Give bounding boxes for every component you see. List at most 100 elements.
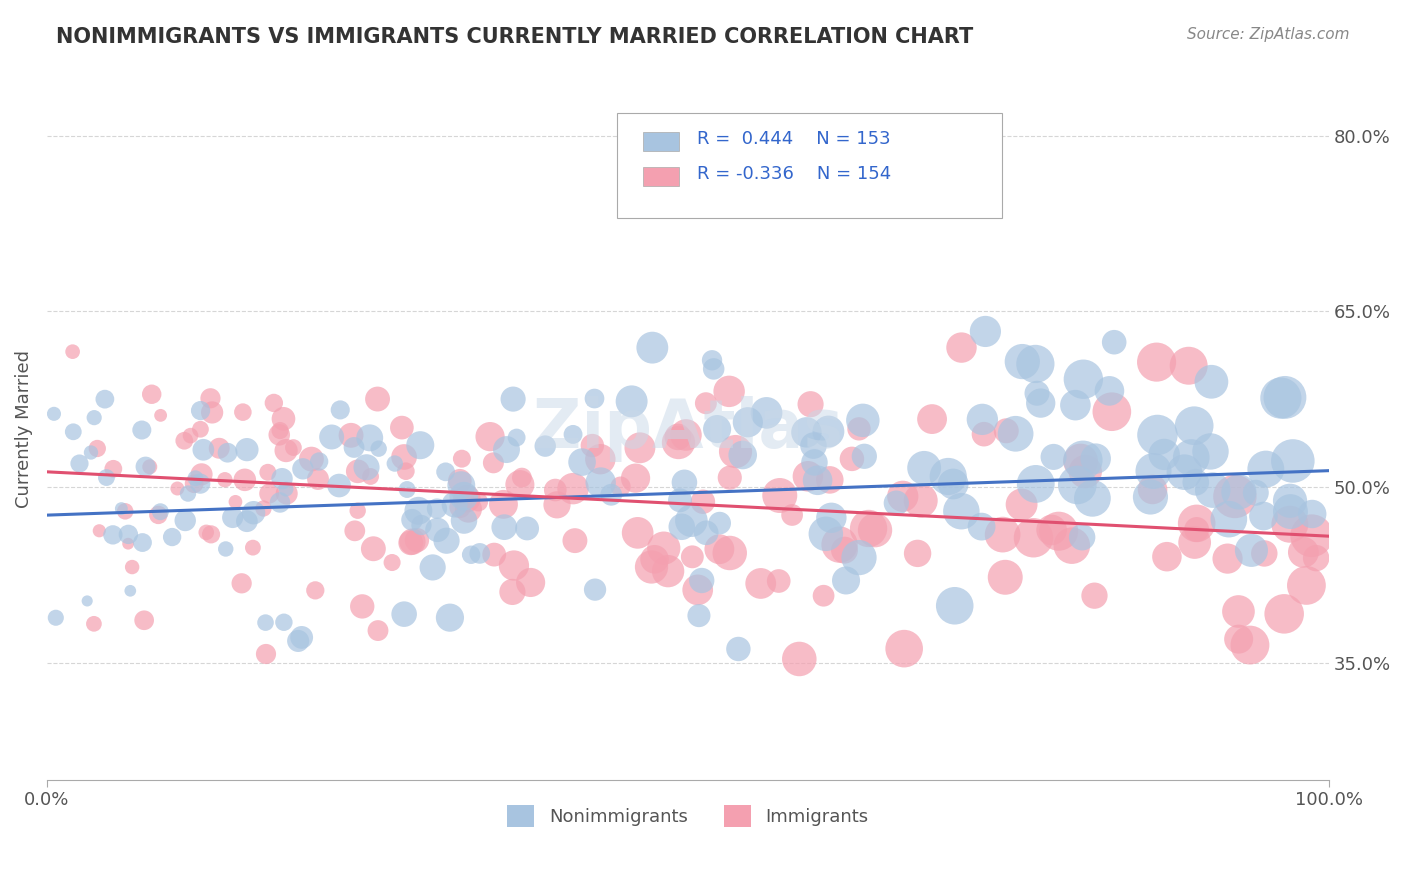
- Point: [121, 560, 143, 574]
- Point: [886, 496, 908, 510]
- Point: [236, 514, 259, 528]
- Point: [501, 585, 523, 599]
- Point: [1042, 450, 1064, 464]
- Point: [434, 465, 457, 479]
- Point: [1253, 546, 1275, 560]
- Point: [813, 589, 835, 603]
- Point: [666, 430, 689, 444]
- Point: [1064, 398, 1087, 412]
- Point: [600, 488, 623, 502]
- Point: [724, 444, 747, 458]
- Point: [1026, 386, 1049, 401]
- Point: [166, 482, 188, 496]
- Point: [942, 477, 965, 491]
- Point: [863, 523, 886, 537]
- Point: [456, 491, 478, 506]
- Point: [974, 325, 997, 339]
- FancyBboxPatch shape: [643, 167, 679, 186]
- Point: [1253, 508, 1275, 523]
- Text: NONIMMIGRANTS VS IMMIGRANTS CURRENTLY MARRIED CORRELATION CHART: NONIMMIGRANTS VS IMMIGRANTS CURRENTLY MA…: [56, 27, 973, 46]
- Point: [1301, 507, 1323, 521]
- Point: [1184, 475, 1206, 490]
- Point: [893, 641, 915, 656]
- Point: [1254, 462, 1277, 476]
- Point: [1227, 485, 1250, 500]
- Point: [217, 446, 239, 460]
- Point: [346, 464, 368, 478]
- Point: [117, 527, 139, 541]
- Point: [252, 501, 274, 516]
- Point: [1146, 428, 1168, 442]
- Point: [283, 441, 305, 455]
- Point: [706, 422, 728, 436]
- Point: [449, 474, 471, 488]
- Text: Source: ZipAtlas.com: Source: ZipAtlas.com: [1187, 27, 1350, 42]
- Point: [343, 441, 366, 455]
- Point: [495, 442, 517, 457]
- Point: [609, 480, 631, 494]
- Point: [1060, 539, 1083, 553]
- Point: [1071, 530, 1094, 544]
- Point: [329, 403, 352, 417]
- Point: [254, 615, 277, 630]
- Point: [1029, 396, 1052, 410]
- Point: [921, 412, 943, 426]
- Point: [1223, 490, 1246, 504]
- Point: [190, 467, 212, 482]
- Point: [457, 502, 479, 516]
- Point: [180, 428, 202, 442]
- Point: [1227, 632, 1250, 647]
- Point: [188, 476, 211, 491]
- Point: [695, 525, 717, 540]
- Point: [571, 455, 593, 469]
- Point: [1102, 335, 1125, 350]
- Point: [641, 341, 664, 355]
- Point: [148, 508, 170, 522]
- Point: [668, 435, 690, 450]
- Point: [675, 428, 697, 442]
- Point: [62, 344, 84, 359]
- Point: [841, 451, 863, 466]
- Point: [970, 519, 993, 533]
- Point: [891, 489, 914, 503]
- Point: [1270, 391, 1292, 405]
- Point: [858, 521, 880, 535]
- Point: [673, 475, 696, 490]
- Point: [690, 574, 713, 588]
- Point: [519, 575, 541, 590]
- Point: [1173, 465, 1195, 479]
- Point: [482, 548, 505, 562]
- Point: [42, 407, 65, 421]
- Point: [503, 558, 526, 573]
- Point: [89, 524, 111, 538]
- Point: [787, 652, 810, 666]
- Point: [1098, 384, 1121, 398]
- Point: [224, 495, 246, 509]
- Point: [1156, 549, 1178, 564]
- Point: [242, 541, 264, 555]
- Point: [624, 471, 647, 485]
- Point: [695, 396, 717, 410]
- Point: [583, 392, 606, 406]
- Point: [392, 450, 415, 464]
- Point: [1084, 451, 1107, 466]
- Point: [257, 486, 280, 500]
- Point: [276, 486, 298, 500]
- Point: [1295, 578, 1317, 592]
- Point: [818, 473, 841, 487]
- Point: [1279, 505, 1302, 519]
- Point: [468, 546, 491, 560]
- Point: [814, 526, 837, 541]
- Point: [628, 441, 651, 455]
- Point: [274, 443, 297, 458]
- Point: [950, 504, 973, 518]
- Point: [1011, 498, 1033, 512]
- Point: [184, 471, 207, 485]
- Point: [356, 460, 378, 475]
- Point: [409, 438, 432, 452]
- Point: [994, 570, 1017, 584]
- Point: [69, 457, 91, 471]
- Point: [1301, 529, 1323, 543]
- Point: [1146, 355, 1168, 369]
- Point: [195, 525, 218, 540]
